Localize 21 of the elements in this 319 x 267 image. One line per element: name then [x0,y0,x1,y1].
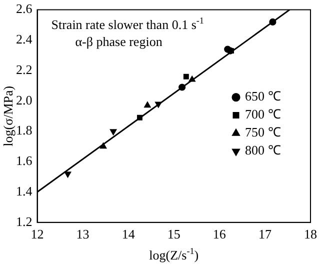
legend-label: 800 ℃ [245,142,281,158]
x-tick-label: 16 [212,226,226,242]
y-tick-label: 2.4 [16,32,33,47]
y-tick-label: 2.6 [16,1,33,16]
x-tick-label: 18 [304,226,317,242]
legend-label: 750 ℃ [245,124,281,140]
legend-label: 650 ℃ [245,88,281,104]
y-tick-label: 1.4 [16,183,33,198]
x-tick-label: 17 [258,226,272,242]
x-tick-label: 13 [76,226,90,242]
y-tick-label: 1.2 [16,214,32,229]
x-tick-label: 12 [30,226,44,242]
x-tick-label: 14 [122,226,136,242]
y-tick-label: 2.0 [16,92,32,108]
y-tick-label: 1.8 [16,122,32,138]
legend-label: 700 ℃ [245,106,281,122]
y-tick-label: 1.6 [16,153,33,168]
x-tick-label: 15 [167,226,180,242]
annotation: α-β phase region [75,34,163,50]
y-axis-title: log(σ/MPa) [0,86,16,146]
y-tick-label: 2.2 [16,62,32,77]
